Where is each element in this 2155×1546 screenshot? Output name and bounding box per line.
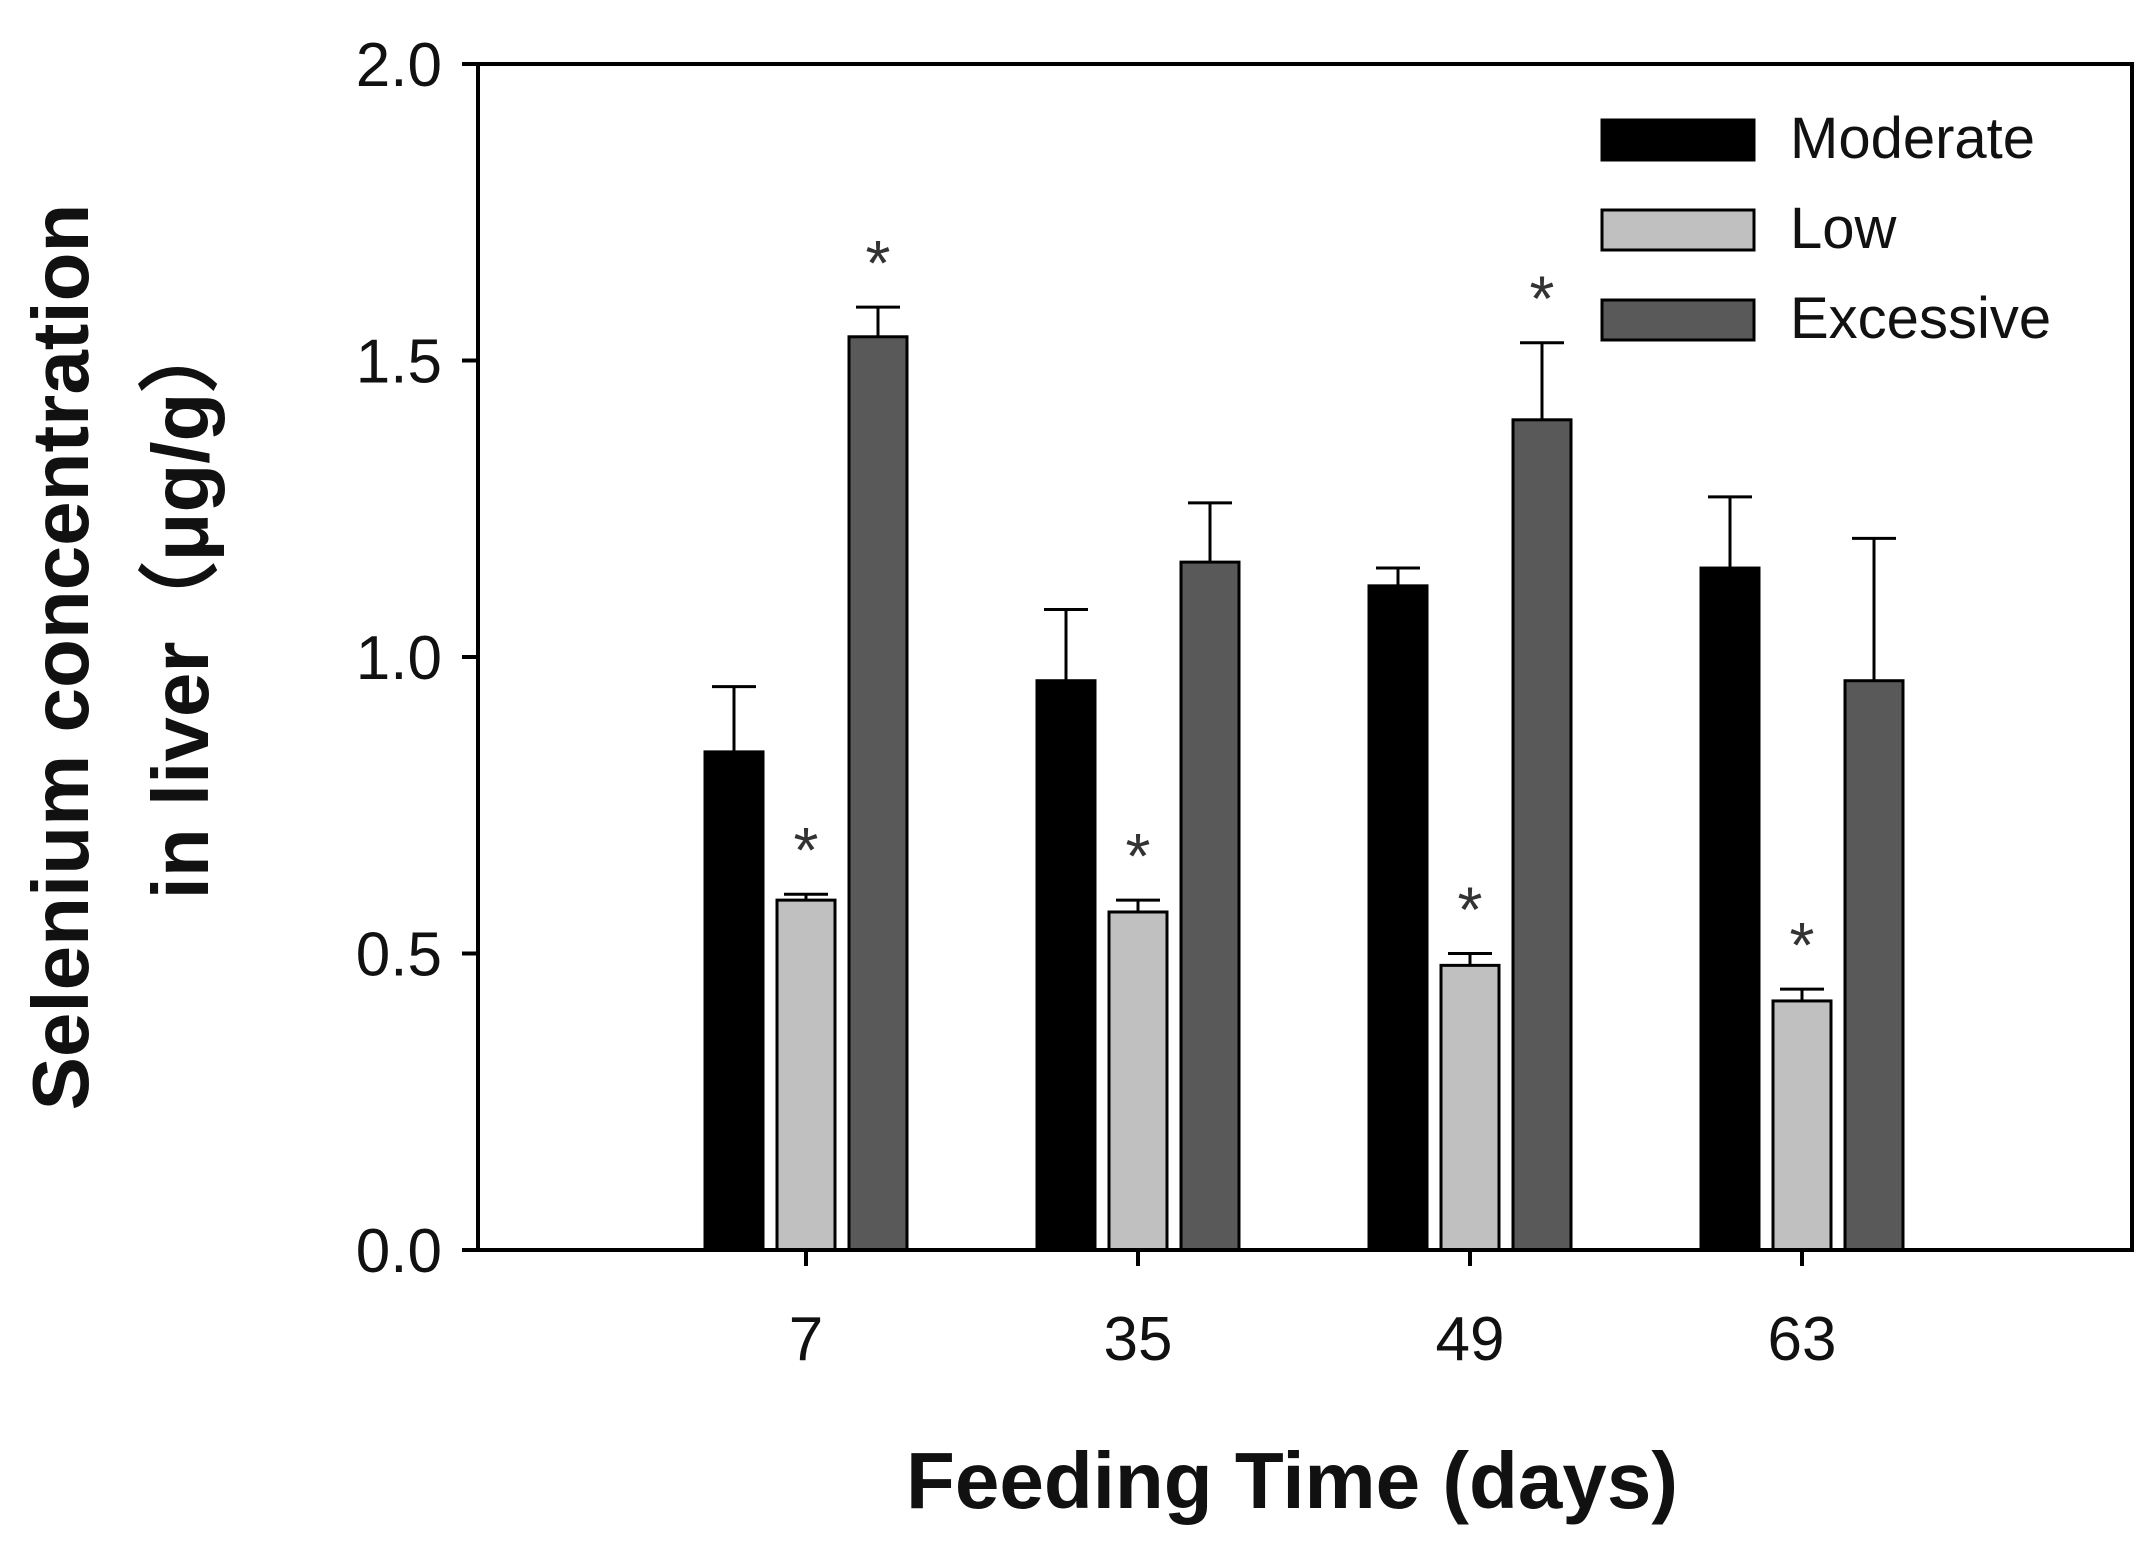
legend-swatch-low: [1600, 208, 1756, 252]
bar-low-35: [1107, 910, 1169, 1252]
x-axis-title: Feeding Time (days): [906, 1436, 1678, 1525]
x-tick-label-7: 7: [789, 1305, 823, 1374]
y-tick-label-2.0: 2.0: [356, 31, 442, 100]
y-axis-title-line-2: in liver（μg/g）: [136, 313, 225, 900]
significance-markers-layer: * * * * * *: [794, 227, 1815, 981]
y-tick-label-1.0: 1.0: [356, 624, 442, 693]
y-tick-label-0.5: 0.5: [356, 921, 442, 990]
significance-star-low-7: *: [794, 814, 819, 886]
bar-excessive-35: [1179, 560, 1241, 1252]
bar-moderate-63: [1699, 566, 1761, 1252]
y-axis: 0.0 0.5 1.0 1.5 2.0: [356, 31, 478, 1286]
bar-moderate-49: [1367, 584, 1429, 1252]
bars-layer: [703, 335, 1905, 1252]
legend-swatch-moderate: [1600, 118, 1756, 162]
y-tick-label-1.5: 1.5: [356, 328, 442, 397]
significance-star-excessive-7: *: [866, 227, 891, 299]
bar-moderate-35: [1035, 679, 1097, 1252]
significance-star-low-49: *: [1458, 874, 1483, 946]
x-tick-label-49: 49: [1436, 1305, 1505, 1374]
legend-label-low: Low: [1790, 196, 1898, 261]
bar-excessive-63: [1843, 679, 1905, 1252]
legend-label-excessive: Excessive: [1790, 286, 2051, 351]
significance-star-excessive-49: *: [1530, 263, 1555, 335]
x-axis: 7 35 49 63: [789, 1250, 1837, 1374]
legend-label-moderate: Moderate: [1790, 106, 2035, 171]
bar-low-7: [775, 898, 837, 1252]
y-tick-label-0.0: 0.0: [356, 1217, 442, 1286]
y-axis-title-line-1: Selenium concentration: [16, 204, 105, 1111]
x-tick-label-63: 63: [1768, 1305, 1837, 1374]
bar-low-49: [1439, 963, 1501, 1252]
x-tick-label-35: 35: [1104, 1305, 1173, 1374]
error-bars-layer: [712, 305, 1896, 1001]
significance-star-low-63: *: [1790, 909, 1815, 981]
bar-low-63: [1771, 999, 1833, 1252]
legend-swatch-excessive: [1600, 298, 1756, 342]
significance-star-low-35: *: [1126, 820, 1151, 892]
bar-excessive-7: [847, 335, 909, 1252]
bar-excessive-49: [1511, 418, 1573, 1252]
legend: Moderate Low Excessive: [1600, 106, 2051, 351]
bar-moderate-7: [703, 750, 765, 1252]
